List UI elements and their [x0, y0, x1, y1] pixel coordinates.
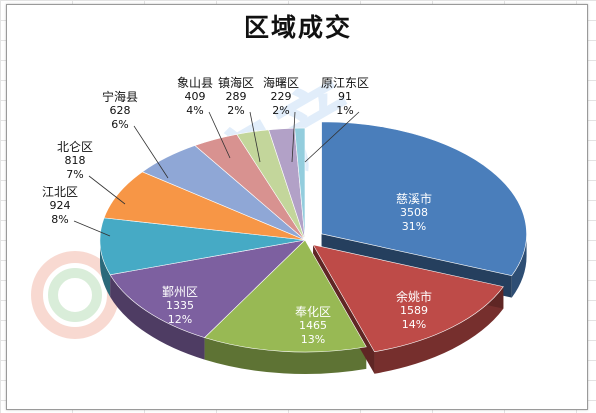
pie-slice-1: [312, 244, 504, 353]
data-label-value: 1465: [299, 319, 327, 332]
data-label-percent: 6%: [111, 118, 129, 131]
pie-slice-4: [99, 217, 306, 276]
data-label-name: 慈溪市: [395, 192, 432, 206]
data-label-name: 海曙区: [262, 76, 299, 90]
data-label-name: 宁海县: [101, 90, 138, 104]
data-label-percent: 8%: [51, 213, 69, 226]
data-label-5: 北仑区 818 7%: [45, 140, 105, 182]
data-label-name: 鄞州区: [161, 285, 198, 299]
data-label-percent: 12%: [167, 313, 193, 326]
data-label-name: 北仑区: [56, 140, 93, 154]
data-label-value: 3508: [400, 206, 428, 219]
data-label-percent: 1%: [336, 104, 354, 117]
pie-side-1: [374, 286, 504, 374]
data-label-7: 象山县 409 4%: [165, 76, 225, 118]
data-label-6: 宁海县 628 6%: [90, 90, 150, 132]
leader-line-5: [88, 175, 126, 205]
data-label-2: 奉化区 1465 13%: [283, 305, 343, 347]
data-label-value: 91: [338, 90, 352, 103]
leader-line-9: [291, 111, 296, 163]
data-label-percent: 31%: [401, 220, 427, 233]
data-label-name: 原江东区: [320, 76, 369, 90]
data-label-value: 229: [270, 90, 292, 103]
data-label-1: 余姚市 1589 14%: [384, 290, 444, 332]
data-label-0: 慈溪市 3508 31%: [384, 192, 444, 234]
pie-side-4: [100, 240, 111, 297]
pie-side-3: [110, 274, 205, 360]
data-label-8: 镇海区 289 2%: [206, 76, 266, 118]
data-label-name: 奉化区: [294, 305, 331, 319]
data-label-value: 1335: [166, 299, 194, 312]
data-label-percent: 2%: [272, 104, 290, 117]
data-label-percent: 13%: [300, 333, 326, 346]
pie-slice-10: [294, 127, 306, 241]
data-label-name: 江北区: [41, 185, 78, 199]
pie-slice-0: [321, 121, 527, 276]
data-label-9: 海曙区 229 2%: [251, 76, 311, 118]
data-label-name: 象山县: [176, 76, 213, 90]
leader-line-7: [208, 111, 231, 159]
data-label-name: 镇海区: [217, 76, 254, 90]
data-label-percent: 14%: [401, 318, 427, 331]
data-label-10: 原江东区 91 1%: [315, 76, 375, 118]
data-label-3: 鄞州区 1335 12%: [150, 285, 210, 327]
data-label-percent: 7%: [66, 168, 84, 181]
data-label-value: 409: [184, 90, 206, 103]
leader-line-4: [73, 220, 111, 237]
data-label-value: 289: [225, 90, 247, 103]
pie-slice-3: [109, 239, 306, 338]
pie-side-0: [511, 233, 527, 298]
leader-line-6: [133, 125, 169, 179]
data-label-4: 江北区 924 8%: [30, 185, 90, 227]
pie-side-2: [204, 337, 367, 374]
data-label-percent: 4%: [186, 104, 204, 117]
data-label-value: 1589: [400, 304, 428, 317]
leader-line-8: [249, 111, 261, 163]
leader-line-10: [304, 111, 360, 163]
data-label-name: 余姚市: [395, 290, 432, 304]
chart-title: 区域成交: [243, 13, 352, 42]
data-label-value: 818: [64, 154, 86, 167]
data-label-percent: 2%: [227, 104, 245, 117]
pie-slice-2: [204, 239, 367, 353]
data-label-value: 924: [49, 199, 71, 212]
data-label-value: 628: [109, 104, 131, 117]
